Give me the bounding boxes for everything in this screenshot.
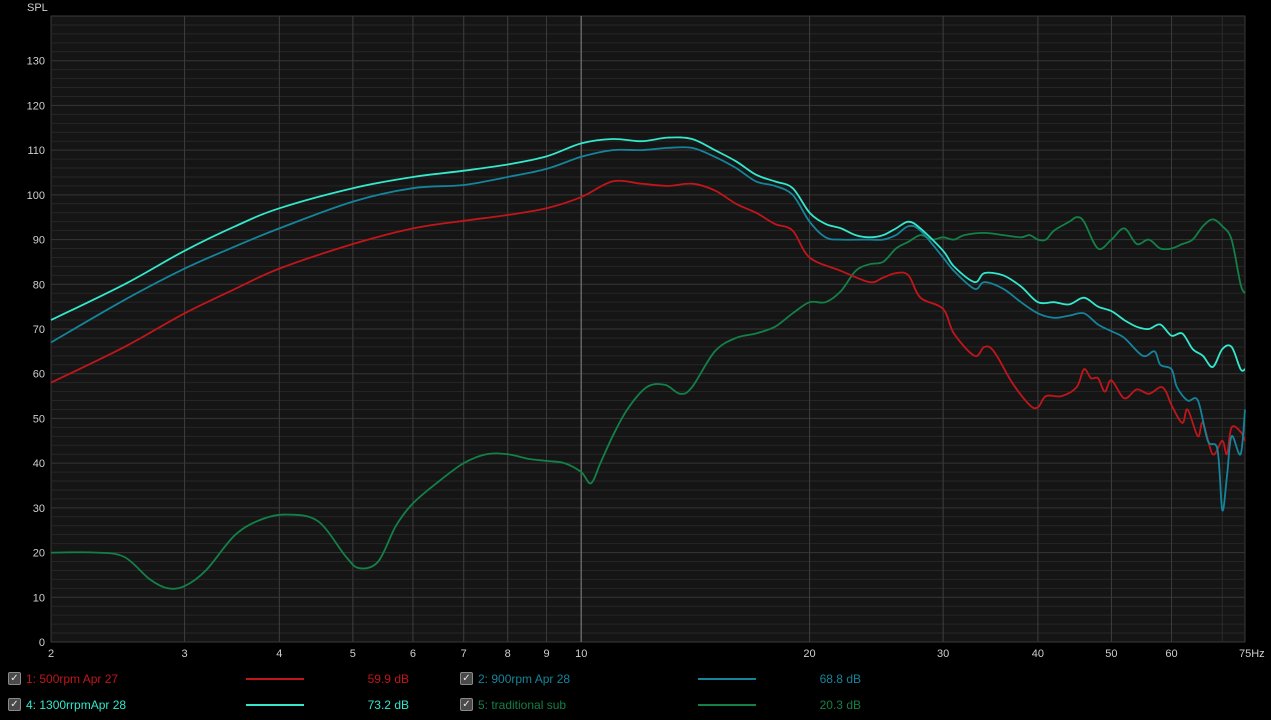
minor-gridlines xyxy=(51,16,1245,642)
x-tick-label: 4 xyxy=(276,648,282,660)
y-tick-label: 50 xyxy=(33,413,45,425)
legend-checkbox-traditional-sub[interactable]: ✓ xyxy=(460,698,473,711)
tick-labels: 0 10 20 30 40 50 60 70 80 90 100 110 120 130 2 3 4 5 6 7 8 9 1… xyxy=(27,56,1265,660)
y-tick-label: 20 xyxy=(33,548,45,560)
x-tick-label: 10 xyxy=(575,648,587,660)
legend-label-500rpm: 1: 500rpm Apr 27 xyxy=(26,672,119,686)
x-tick-label: 30 xyxy=(937,648,949,660)
legend-swatch-900rpm xyxy=(698,678,756,680)
legend-checkbox-900rpm[interactable]: ✓ xyxy=(460,672,473,685)
legend-label-1300rpm: 4: 1300rrpmApr 28 xyxy=(26,698,127,712)
legend-label-900rpm: 2: 900rpm Apr 28 xyxy=(478,672,571,686)
x-tick-label: 3 xyxy=(182,648,188,660)
spl-chart: 0 10 20 30 40 50 60 70 80 90 100 110 120 130 2 3 4 5 6 7 8 9 1… xyxy=(27,2,1265,660)
legend-item-900rpm[interactable]: ✓ 2: 900rpm Apr 28 68.8 dB xyxy=(460,670,900,688)
legend-swatch-1300rpm xyxy=(246,704,304,706)
x-tick-label: 40 xyxy=(1032,648,1044,660)
series-line-1300rrpmapr-28 xyxy=(50,136,1246,372)
y-tick-label: 120 xyxy=(27,100,45,112)
y-tick-label: 110 xyxy=(27,145,45,157)
legend-checkbox-1300rpm[interactable]: ✓ xyxy=(8,698,21,711)
y-tick-label: 80 xyxy=(33,279,45,291)
legend-value-traditional-sub: 20.3 dB xyxy=(819,698,861,712)
x-tick-label: 60 xyxy=(1165,648,1177,660)
x-tick-label: 6 xyxy=(410,648,416,660)
x-tick-label: 2 xyxy=(48,648,54,660)
legend-item-1300rpm[interactable]: ✓ 4: 1300rrpmApr 28 73.2 dB xyxy=(8,696,448,714)
legend-item-500rpm[interactable]: ✓ 1: 500rpm Apr 27 59.9 dB xyxy=(8,670,448,688)
legend-item-traditional-sub[interactable]: ✓ 5: traditional sub 20.3 dB xyxy=(460,696,900,714)
legend-value-1300rpm: 73.2 dB xyxy=(367,698,409,712)
y-tick-label: 10 xyxy=(33,592,45,604)
y-tick-label: 130 xyxy=(27,56,45,68)
y-axis-label: SPL xyxy=(27,2,48,14)
legend-swatch-traditional-sub xyxy=(698,704,756,706)
major-gridlines xyxy=(51,16,1245,642)
x-tick-label: 75Hz xyxy=(1239,648,1265,660)
legend-value-500rpm: 59.9 dB xyxy=(367,672,409,686)
y-tick-label: 70 xyxy=(33,324,45,336)
legend: ✓ 1: 500rpm Apr 27 59.9 dB ✓ 2: 900rpm A… xyxy=(0,664,1271,720)
y-tick-label: 30 xyxy=(33,503,45,515)
y-tick-label: 60 xyxy=(33,369,45,381)
x-tick-label: 5 xyxy=(350,648,356,660)
y-tick-label: 100 xyxy=(27,190,45,202)
legend-value-900rpm: 68.8 dB xyxy=(819,672,861,686)
series-line-500rpm-apr-27 xyxy=(50,179,1246,456)
y-tick-label: 90 xyxy=(33,235,45,247)
series-line-900rpm-apr-28 xyxy=(50,146,1246,512)
x-tick-label: 9 xyxy=(543,648,549,660)
legend-checkbox-500rpm[interactable]: ✓ xyxy=(8,672,21,685)
series-layer xyxy=(50,136,1246,590)
x-tick-label: 20 xyxy=(803,648,815,660)
x-tick-label: 8 xyxy=(505,648,511,660)
y-tick-label: 40 xyxy=(33,458,45,470)
x-tick-label: 50 xyxy=(1105,648,1117,660)
y-tick-label: 0 xyxy=(39,637,45,649)
legend-label-traditional-sub: 5: traditional sub xyxy=(478,698,567,712)
series-line-traditional-sub xyxy=(50,216,1246,590)
legend-swatch-500rpm xyxy=(246,678,304,680)
x-tick-label: 7 xyxy=(461,648,467,660)
